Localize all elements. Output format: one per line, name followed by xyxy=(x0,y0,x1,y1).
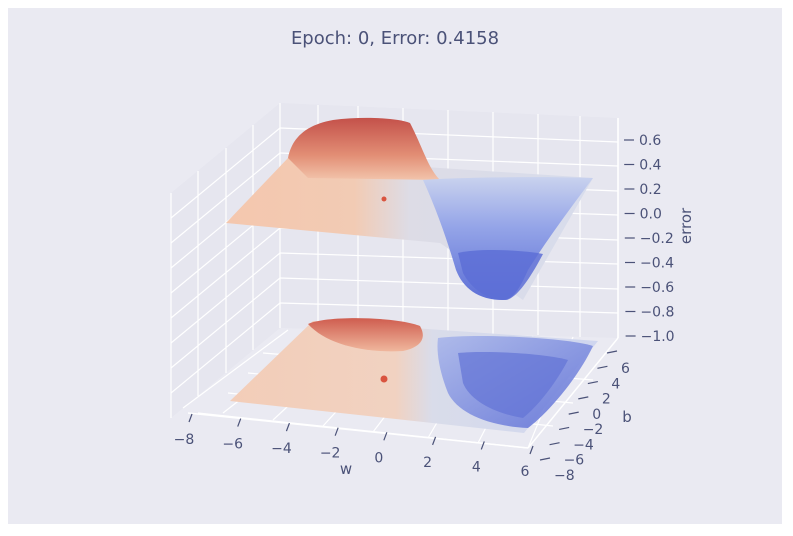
floor-contour xyxy=(230,318,598,433)
z-tick-label: −0.2 xyxy=(640,231,674,247)
x-tick-mark xyxy=(383,432,388,441)
y-tick-mark xyxy=(539,457,551,461)
z-tick-label: 0.2 xyxy=(639,182,661,198)
y-tick-mark xyxy=(559,426,570,431)
z-axis-label: error xyxy=(677,207,695,244)
y-tick-label: −8 xyxy=(554,468,575,484)
error-surface xyxy=(226,117,593,300)
x-tick-label: 6 xyxy=(521,464,530,480)
x-tick-mark xyxy=(334,427,339,436)
y-tick-label: −2 xyxy=(583,422,604,438)
axis-edge xyxy=(527,337,619,449)
z-tick-label: −0.8 xyxy=(640,305,674,321)
y-tick-label: −4 xyxy=(573,437,594,453)
x-tick-mark xyxy=(188,413,193,423)
x-tick-mark xyxy=(432,436,437,446)
x-tick-label: 2 xyxy=(423,455,432,471)
y-tick-mark xyxy=(597,365,608,369)
y-tick-mark xyxy=(568,411,579,415)
x-tick-label: −6 xyxy=(222,437,243,453)
y-tick-label: −6 xyxy=(564,453,585,469)
y-tick-label: 2 xyxy=(602,392,611,408)
figure: Epoch: 0, Error: 0.4158 xyxy=(8,8,782,524)
x-tick-mark xyxy=(237,418,242,427)
x-tick-label: −2 xyxy=(320,446,341,462)
chart-title: Epoch: 0, Error: 0.4158 xyxy=(290,28,500,49)
z-tick-label: −0.4 xyxy=(640,256,674,272)
z-tick-label: 0.4 xyxy=(639,158,661,174)
y-tick-label: 4 xyxy=(611,376,620,392)
z-tick-label: −0.6 xyxy=(640,280,674,296)
z-tick-label: 0.6 xyxy=(639,133,661,149)
x-tick-label: −8 xyxy=(174,432,195,448)
x-tick-mark xyxy=(285,422,290,432)
y-tick-mark xyxy=(606,350,618,354)
axis-lines xyxy=(187,118,619,449)
z-tick-label: 0.0 xyxy=(640,207,662,223)
y-tick-mark xyxy=(578,396,589,400)
y-tick-label: 0 xyxy=(592,407,601,423)
x-axis-ticks: −8 −6 −4 −2 0 2 4 6 xyxy=(174,413,534,480)
surface-plot: 0.60.40.20.0−0.2−0.4−0.6−0.8−1.0 −8 −6 −4−… xyxy=(170,103,695,484)
y-tick-label: 6 xyxy=(621,361,630,377)
x-tick-label: 4 xyxy=(472,459,481,475)
x-axis-label: w xyxy=(340,460,352,478)
z-axis-ticks: 0.6 0.4 0.2 0.0 −0.2 −0.4 −0.6 −0.8 −1.0 xyxy=(624,133,675,345)
current-point-marker xyxy=(381,196,387,202)
x-tick-label: 0 xyxy=(374,450,383,466)
floor-marker xyxy=(380,375,388,383)
z-tick-label: −1.0 xyxy=(641,329,675,345)
y-tick-mark xyxy=(587,380,598,385)
y-axis-label: b xyxy=(622,408,632,426)
y-tick-mark xyxy=(549,442,560,446)
x-tick-label: −4 xyxy=(271,441,292,457)
axis-edge xyxy=(187,412,529,449)
x-tick-mark xyxy=(529,445,534,455)
x-tick-mark xyxy=(480,441,485,450)
